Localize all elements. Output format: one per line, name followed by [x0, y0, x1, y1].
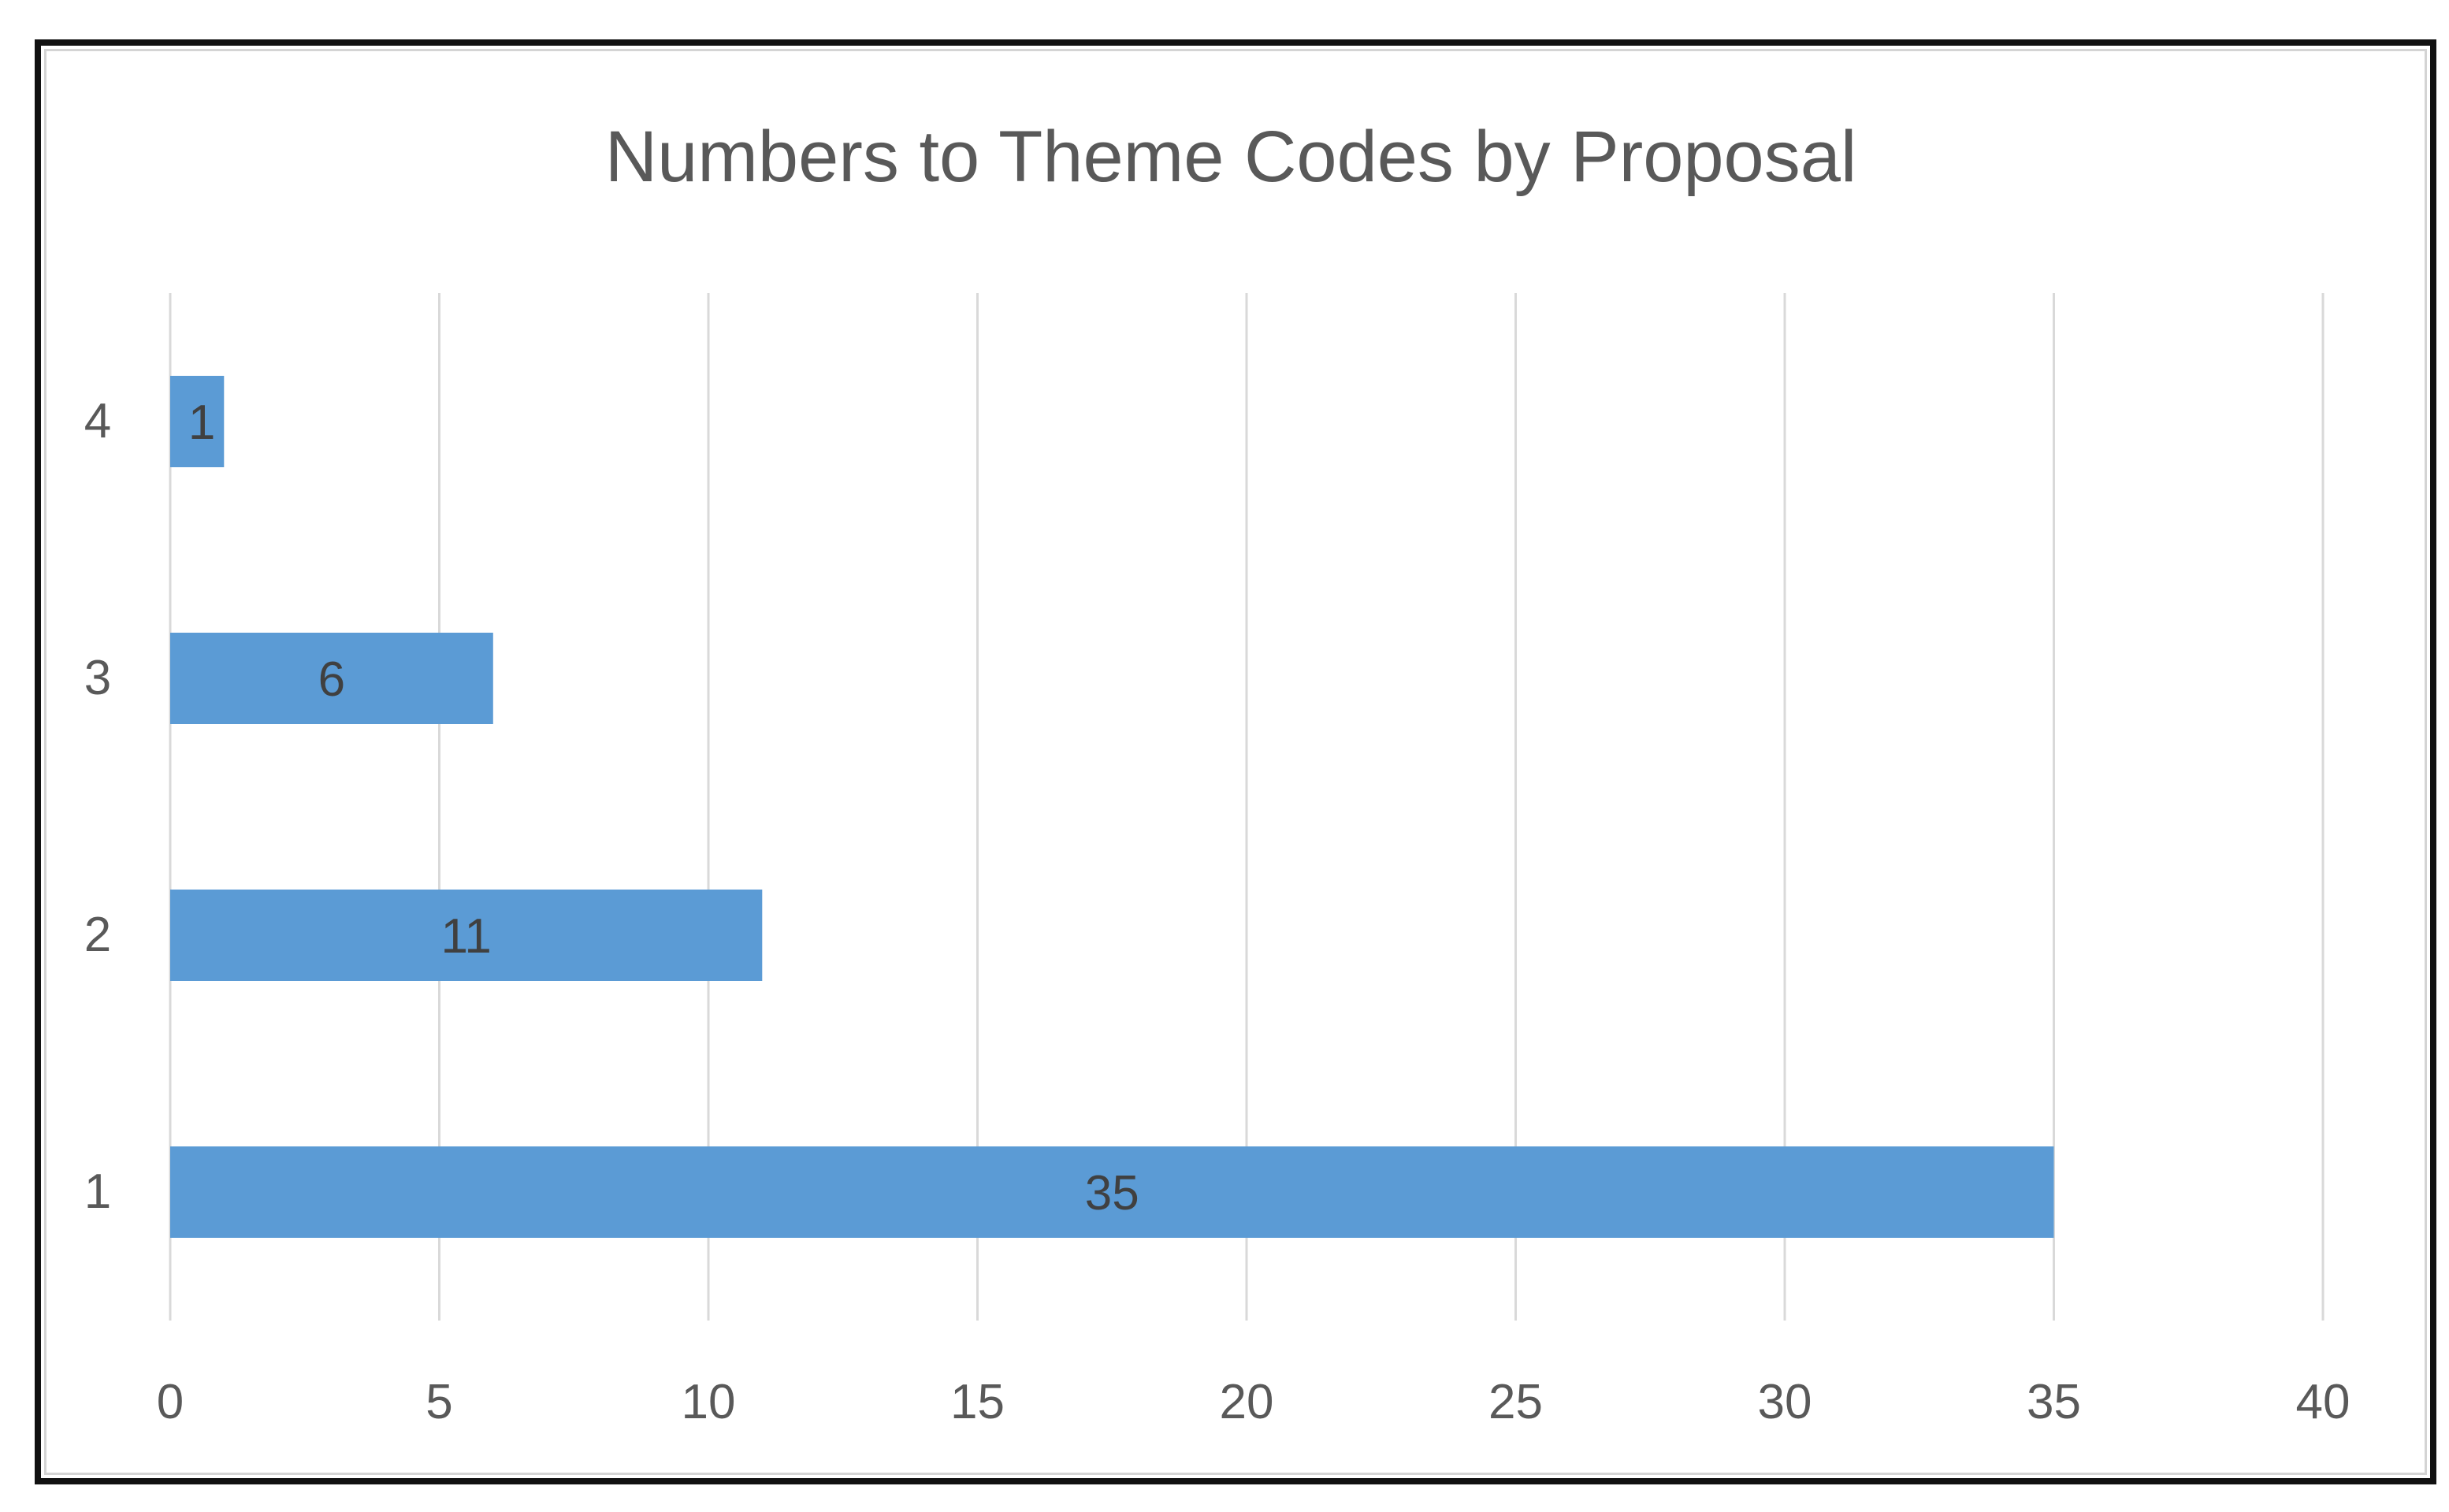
bar-3: [170, 633, 493, 724]
bars: [170, 376, 2054, 1238]
x-tick-label-10: 10: [682, 1375, 736, 1429]
y-tick-label-2: 2: [84, 908, 111, 962]
data-label-2: 11: [440, 909, 491, 964]
chart-title: Numbers to Theme Codes by Proposal: [605, 117, 1857, 197]
y-axis-ticks: 1 2 3 4: [84, 394, 111, 1219]
x-tick-label-15: 15: [950, 1375, 1005, 1429]
x-tick-label-5: 5: [426, 1375, 452, 1429]
x-tick-label-30: 30: [1758, 1375, 1812, 1429]
y-tick-label-1: 1: [84, 1165, 111, 1219]
x-tick-label-40: 40: [2296, 1375, 2351, 1429]
y-tick-label-3: 3: [84, 651, 111, 705]
bar-1: [170, 1146, 2054, 1238]
data-labels: 35 11 6 1: [188, 396, 1139, 1220]
bar-4: [170, 376, 225, 467]
chart-frame: [35, 39, 2436, 1484]
x-tick-label-20: 20: [1220, 1375, 1274, 1429]
data-label-4: 1: [188, 396, 215, 450]
bar-2: [170, 890, 763, 981]
x-tick-label-35: 35: [2027, 1375, 2081, 1429]
chart-area: [44, 49, 2427, 1475]
x-axis-ticks: 0 5 10 15 20 25 30 35 40: [157, 1375, 2351, 1429]
x-tick-label-0: 0: [157, 1375, 184, 1429]
x-tick-label-25: 25: [1488, 1375, 1543, 1429]
data-label-3: 6: [318, 652, 345, 707]
y-tick-label-4: 4: [84, 394, 111, 448]
data-label-1: 35: [1085, 1166, 1139, 1220]
